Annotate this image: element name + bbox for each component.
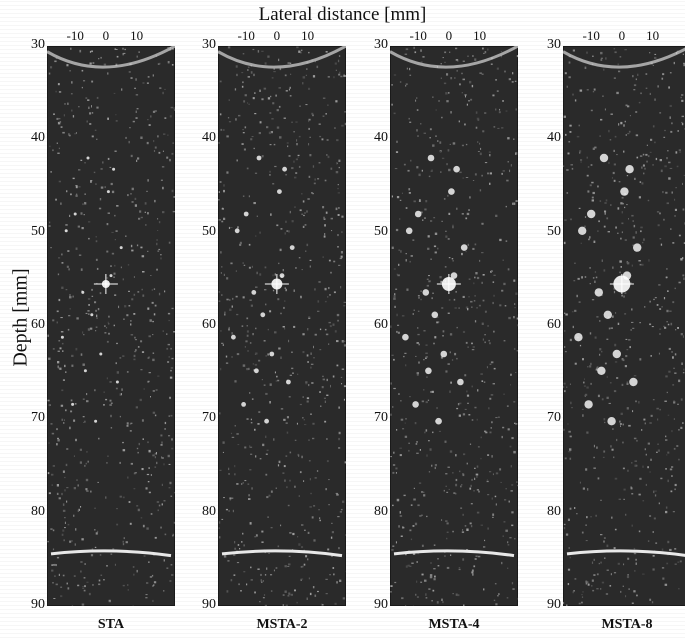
lateral-tick-label: 10 <box>646 28 660 43</box>
panel-label: MSTA-4 <box>428 617 480 632</box>
depth-tick-label: 70 <box>374 410 388 426</box>
depth-tick-label: 90 <box>202 597 216 612</box>
depth-tick-label: 40 <box>202 130 216 146</box>
depth-tick-label: 80 <box>374 503 388 519</box>
depth-tick-label: 60 <box>547 317 561 332</box>
depth-tick-label: 80 <box>202 503 216 519</box>
depth-tick-label: 70 <box>202 410 216 426</box>
lateral-tick-label: 0 <box>445 28 453 43</box>
depth-tick-label: 50 <box>374 223 388 239</box>
depth-tick-label: 90 <box>31 597 45 612</box>
depth-tick-label: 70 <box>547 410 561 426</box>
depth-tick-label: 30 <box>202 37 216 52</box>
ultrasound-image-msta-2 <box>218 46 346 606</box>
lateral-tick-label: 10 <box>301 28 315 43</box>
depth-tick-label: 40 <box>547 130 561 146</box>
lateral-tick-label: -10 <box>237 28 255 43</box>
depth-tick-label: 60 <box>31 317 45 332</box>
depth-tick-label: 90 <box>547 597 561 612</box>
panel-label: STA <box>97 617 125 632</box>
depth-tick-label: 30 <box>547 37 561 52</box>
lateral-tick-label: 0 <box>618 28 626 43</box>
depth-tick-label: 70 <box>31 410 45 426</box>
lateral-tick-label: 10 <box>130 28 144 43</box>
depth-tick-label: 40 <box>374 130 388 146</box>
lateral-tick-label: 0 <box>273 28 281 43</box>
depth-tick-label: 90 <box>374 597 388 612</box>
depth-tick-label: 50 <box>31 223 45 239</box>
depth-tick-label: 30 <box>374 37 388 52</box>
depth-tick-label: 30 <box>31 37 45 52</box>
panel-label: MSTA-8 <box>601 617 653 632</box>
ultrasound-image-msta-8 <box>563 46 685 606</box>
depth-tick-label: 60 <box>374 317 388 332</box>
lateral-tick-label: 10 <box>473 28 487 43</box>
depth-tick-label: 50 <box>547 223 561 239</box>
lateral-tick-label: 0 <box>102 28 110 43</box>
panel-label: MSTA-2 <box>256 617 308 632</box>
depth-tick-label: 80 <box>31 503 45 519</box>
depth-tick-label: 80 <box>547 503 561 519</box>
x-axis-title: Lateral distance [mm] <box>258 4 427 25</box>
ultrasound-image-sta <box>47 46 175 606</box>
depth-tick-label: 60 <box>202 317 216 332</box>
lateral-tick-label: -10 <box>409 28 427 43</box>
lateral-tick-label: -10 <box>66 28 84 43</box>
depth-tick-label: 40 <box>31 130 45 146</box>
depth-tick-label: 50 <box>202 223 216 239</box>
ultrasound-image-msta-4 <box>390 46 518 606</box>
lateral-tick-label: -10 <box>582 28 600 43</box>
